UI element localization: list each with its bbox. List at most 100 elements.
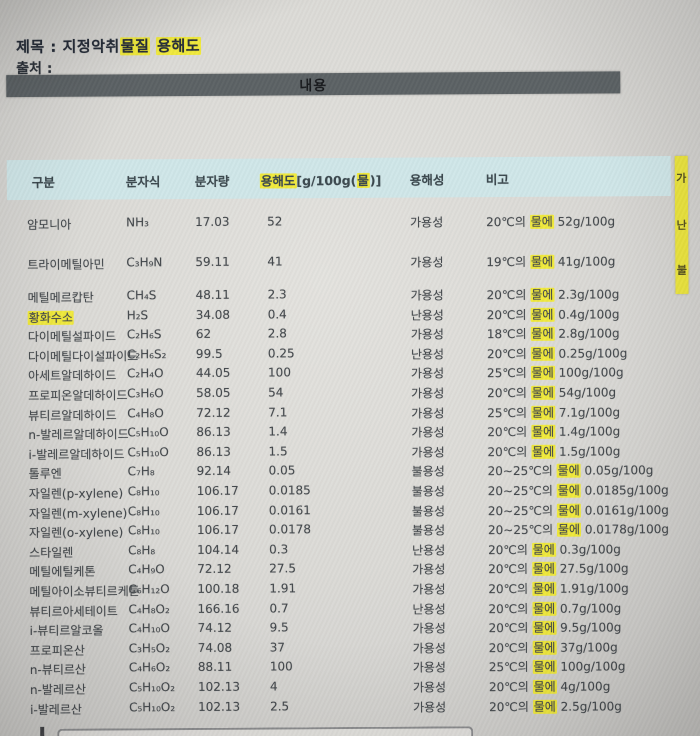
remark: 25℃의 물에 100g/100g xyxy=(486,365,624,381)
molecular-formula: C₈H₁₀ xyxy=(127,523,160,538)
substance-name: 뷰티르아세테이트 xyxy=(29,604,118,619)
molecular-weight: 34.08 xyxy=(195,307,231,322)
table-row: 트라이메틸아민 C₃H₉N 59.11 41 가용성 19℃의 물에 41g/100g xyxy=(7,252,691,272)
remark-water-highlight: 물에 xyxy=(531,581,557,596)
remark: 20℃의 물에 9.5g/100g xyxy=(488,620,622,636)
solubility-value: 100 xyxy=(267,365,291,380)
substance-name: 뷰티르알데하이드 xyxy=(28,408,117,423)
solubility-class: 불용성 xyxy=(411,504,446,519)
solubility-value: 0.05 xyxy=(268,463,296,478)
remark: 18℃의 물에 2.8g/100g xyxy=(486,326,620,342)
solubility-value: 0.25 xyxy=(267,346,295,361)
solubility-water-highlight: 물 xyxy=(356,172,370,188)
table-row: 뷰티르알데하이드 C₄H₈O 72.12 7.1 가용성 25℃의 물에 7.1g/100… xyxy=(8,403,692,423)
solubility-value: 0.0178 xyxy=(268,522,312,537)
molecular-weight: 104.14 xyxy=(197,542,240,557)
remark-water-highlight: 물에 xyxy=(529,214,554,229)
table-row: 자일렌(p-xylene) C₈H₁₀ 106.17 0.0185 불용성 20~25℃의… xyxy=(9,481,693,501)
solubility-value: 2.3 xyxy=(267,287,287,302)
cursor-mark xyxy=(40,726,45,736)
table-body: 암모니아 NH₃ 17.03 52 가용성 20℃의 물에 52g/100g 트라이메틸아민… xyxy=(0,0,698,716)
remark-water-highlight: 물에 xyxy=(556,483,581,498)
title-highlight-word-2: 용해도 xyxy=(156,36,202,56)
solubility-value: 0.0185 xyxy=(268,483,311,498)
substance-name: 황화수소 xyxy=(27,310,74,325)
substance-name: 메틸아이소뷰티르케톤 xyxy=(29,584,140,599)
solubility-class: 불용성 xyxy=(411,484,445,499)
solubility-header-close: )] xyxy=(369,172,382,188)
substance-name: 암모니아 xyxy=(27,217,72,232)
solubility-class: 가용성 xyxy=(413,700,447,715)
solubility-value: 0.7 xyxy=(269,600,289,616)
table-row: 다이메틸설파이드 C₂H₆S 62 2.8 가용성 18℃의 물에 2.8g/100g xyxy=(8,324,692,345)
molecular-formula: C₆H₁₂O xyxy=(128,582,170,597)
solubility-value: 2.8 xyxy=(267,326,287,341)
remark-water-highlight: 물에 xyxy=(530,405,556,420)
solubility-value: 27.5 xyxy=(269,561,296,576)
partial-box-edge xyxy=(57,726,474,736)
solubility-class: 가용성 xyxy=(412,641,446,656)
solubility-value: 4 xyxy=(269,679,278,694)
molecular-weight: 106.17 xyxy=(196,522,240,538)
table-row: 황화수소 H₂S 34.08 0.4 난용성 20℃의 물에 0.4g/100g xyxy=(8,305,692,325)
substance-name: n-뷰티르산 xyxy=(29,663,86,678)
molecular-weight: 99.5 xyxy=(195,346,223,361)
molecular-formula: C₇H₈ xyxy=(127,464,155,479)
solubility-class: 난용성 xyxy=(410,308,444,323)
title-prefix: 제목 : 지정악취 xyxy=(15,37,120,57)
table-row: 스타일렌 C₈H₈ 104.14 0.3 난용성 20℃의 물에 0.3g/100g xyxy=(9,540,693,560)
remark: 19℃의 물에 41g/100g xyxy=(486,254,616,270)
solubility-value: 7.1 xyxy=(268,404,288,420)
col-header-molecular-weight: 분자량 xyxy=(194,173,230,189)
table-row: 프로피온산 C₃H₅O₂ 74.08 37 가용성 20℃의 물에 37g/100g xyxy=(10,638,694,658)
table-header-band: 구분 분자식 분자량 용해도[g/100g(물)] 용해성 비고 xyxy=(6,156,671,201)
remark: 20℃의 물에 4g/100g xyxy=(488,679,611,695)
remark-water-highlight: 물에 xyxy=(531,542,556,557)
substance-name: 톨루엔 xyxy=(28,467,62,482)
remark: 25℃의 물에 100g/100g xyxy=(488,659,626,675)
molecular-formula: C₈H₁₀ xyxy=(127,503,160,518)
solubility-value: 2.5 xyxy=(270,698,290,714)
remark-water-highlight: 물에 xyxy=(530,307,555,322)
substance-name: 다이메틸다이설파이드 xyxy=(27,349,139,364)
molecular-weight: 102.13 xyxy=(198,699,241,714)
substance-name: 스타일렌 xyxy=(29,545,74,560)
table-row: i-발레르알데하이드 C₅H₁₀O 86.13 1.5 가용성 20℃의 물에 1.5g/… xyxy=(8,442,692,462)
molecular-formula: C₃H₅O₂ xyxy=(128,640,171,656)
solubility-value: 0.0161 xyxy=(268,502,311,518)
molecular-formula: C₄H₁₀O xyxy=(128,621,170,636)
solubility-class: 불용성 xyxy=(411,523,446,538)
molecular-weight: 17.03 xyxy=(195,214,230,229)
table-row: 톨루엔 C₇H₈ 92.14 0.05 불용성 20~25℃의 물에 0.05g/100g xyxy=(9,461,693,482)
solubility-class: 난용성 xyxy=(412,602,446,617)
col-header-remarks: 비고 xyxy=(485,172,509,188)
molecular-formula: C₂H₆S₂ xyxy=(126,346,167,362)
molecular-weight: 86.13 xyxy=(196,444,231,459)
remark: 20~25℃의 물에 0.0161g/100g xyxy=(487,502,669,518)
substance-name: i-발레르알데하이드 xyxy=(28,447,125,462)
molecular-weight: 102.13 xyxy=(197,679,240,694)
table-row: 아세트알데하이드 C₂H₄O 44.05 100 가용성 25℃의 물에 100g/100… xyxy=(8,363,692,384)
remark: 20~25℃의 물에 0.05g/100g xyxy=(487,463,654,479)
solubility-class: 가용성 xyxy=(412,660,447,676)
remark-water-highlight: 물에 xyxy=(531,444,556,459)
strip-label-soluble: 가 xyxy=(676,171,687,186)
table-row: i-발레르산 C₅H₁₀O₂ 102.13 2.5 가용성 20℃의 물에 2.5g/10… xyxy=(10,696,694,717)
molecular-weight: 106.17 xyxy=(196,483,239,498)
col-header-solubility: 용해도[g/100g(물)] xyxy=(259,170,382,190)
molecular-weight: 166.16 xyxy=(197,601,240,616)
remark-water-highlight: 물에 xyxy=(532,620,557,636)
molecular-formula: C₅H₁₀O₂ xyxy=(129,699,176,714)
remark: 20℃의 물에 0.25g/100g xyxy=(486,346,628,361)
solubility-value: 0.3 xyxy=(269,542,289,557)
molecular-formula: CH₄S xyxy=(126,288,157,303)
strip-label-insoluble: 불 xyxy=(676,263,688,278)
substance-name: i-뷰티르알코올 xyxy=(29,623,104,639)
substance-name: n-발레르알데하이드 xyxy=(28,427,129,443)
content-header-bar: 내용 xyxy=(6,71,621,98)
molecular-formula: C₈H₁₀ xyxy=(127,484,160,499)
solubility-value: 1.4 xyxy=(268,424,288,439)
remark: 20℃의 물에 27.5g/100g xyxy=(488,561,629,577)
col-header-category: 구분 xyxy=(31,174,55,190)
